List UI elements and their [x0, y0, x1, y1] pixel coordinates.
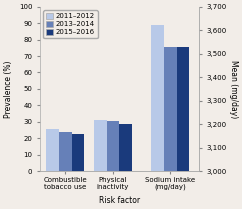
Legend: 2011–2012, 2013–2014, 2015–2016: 2011–2012, 2013–2014, 2015–2016 [43, 10, 98, 38]
Bar [94, 120, 107, 171]
Bar [107, 121, 119, 171]
Bar [177, 47, 189, 209]
Y-axis label: Prevalence (%): Prevalence (%) [4, 60, 13, 118]
Bar [46, 129, 59, 171]
Bar [164, 47, 177, 209]
Bar [119, 124, 132, 171]
Bar [151, 25, 164, 209]
Bar [59, 132, 72, 171]
X-axis label: Risk factor: Risk factor [99, 196, 140, 205]
Bar [72, 134, 84, 171]
Y-axis label: Mean (mg/day): Mean (mg/day) [229, 60, 238, 118]
